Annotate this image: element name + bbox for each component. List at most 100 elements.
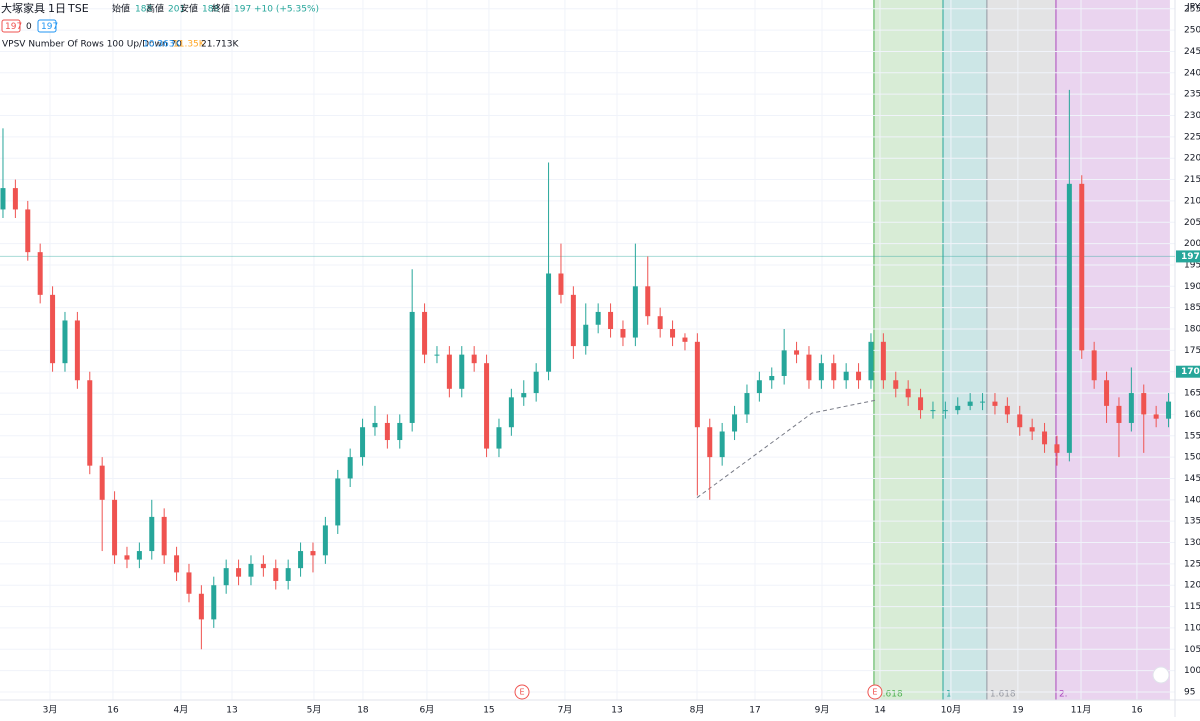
candle-body xyxy=(1104,380,1110,406)
candle-body xyxy=(1153,414,1159,419)
fib-label: 1.618 xyxy=(990,690,1016,700)
header-text: 201 xyxy=(168,5,185,15)
candle-body xyxy=(471,354,477,364)
header-text: 高値 xyxy=(146,3,164,15)
y-tick-label: 220 xyxy=(1184,154,1200,164)
candle-body xyxy=(918,397,924,411)
candle-body xyxy=(1128,393,1134,423)
candle-body xyxy=(769,375,775,381)
y-tick-label: 125 xyxy=(1184,559,1200,569)
candle-body xyxy=(161,516,167,556)
y-tick-label: 250 xyxy=(1184,26,1200,36)
y-tick-label: 205 xyxy=(1184,218,1200,228)
candle-body xyxy=(298,551,304,569)
x-tick-label: 6月 xyxy=(420,705,435,716)
candle-body xyxy=(533,371,539,394)
currency: JPY xyxy=(1186,3,1200,13)
y-tick-label: 95 xyxy=(1184,687,1195,697)
candle-body xyxy=(868,341,874,381)
y-tick-label: 130 xyxy=(1184,538,1200,548)
candle-body xyxy=(112,499,118,556)
candle-body xyxy=(211,585,217,620)
candle-body xyxy=(732,414,738,432)
candle-body xyxy=(434,354,440,356)
candle-body xyxy=(223,568,229,586)
x-tick-label: 3月 xyxy=(43,705,58,716)
candle-body xyxy=(397,422,403,441)
event-label: E xyxy=(519,688,524,697)
candle-body xyxy=(198,593,204,620)
candle-body xyxy=(558,273,564,295)
candle-body xyxy=(186,572,192,594)
candle-body xyxy=(1166,401,1172,419)
y-tick-label: 115 xyxy=(1184,602,1200,612)
candle-body xyxy=(843,371,849,381)
candle-body xyxy=(670,329,676,338)
y-tick-label: 150 xyxy=(1184,453,1200,463)
candle-body xyxy=(1029,427,1035,432)
indicator-name: VPSV Number Of Rows 100 Up/Down 70 xyxy=(2,40,182,50)
badge: 0 xyxy=(26,22,32,32)
candle-body xyxy=(1042,431,1048,445)
candle-body xyxy=(942,410,948,412)
candle-body xyxy=(74,320,80,381)
candle-body xyxy=(595,311,601,325)
header-text: TSE xyxy=(67,2,89,15)
badge: 197 xyxy=(5,22,22,32)
event-label: E xyxy=(872,688,877,697)
price-badge-label: 170 xyxy=(1181,367,1200,377)
indicator-total: 21.713K xyxy=(201,40,239,50)
header-text: 188 xyxy=(202,5,219,15)
trend-line xyxy=(696,399,876,499)
candle-body xyxy=(880,341,886,381)
x-tick-label: 15 xyxy=(483,706,494,716)
y-tick-label: 210 xyxy=(1184,196,1200,206)
y-tick-label: 110 xyxy=(1184,623,1200,633)
candle-body xyxy=(1017,414,1023,428)
candle-body xyxy=(546,273,552,372)
candle-body xyxy=(1079,183,1085,351)
y-tick-label: 255 xyxy=(1184,4,1200,14)
candle-body xyxy=(744,393,750,415)
x-tick-label: 10月 xyxy=(941,705,961,716)
candle-body xyxy=(322,525,328,556)
y-tick-label: 215 xyxy=(1184,175,1200,185)
candle-body xyxy=(856,371,862,381)
price-badge xyxy=(1176,250,1200,263)
y-tick-label: 180 xyxy=(1184,325,1200,335)
candle-body xyxy=(260,563,266,569)
y-tick-label: 225 xyxy=(1184,132,1200,142)
candle-body xyxy=(1091,350,1097,381)
candle-body xyxy=(484,363,490,449)
y-tick-label: 145 xyxy=(1184,474,1200,484)
x-tick-label: 18 xyxy=(357,706,369,716)
fib-label: 2. xyxy=(1059,690,1068,700)
x-tick-label: 16 xyxy=(1131,706,1143,716)
candle-body xyxy=(372,422,378,428)
y-tick-label: 100 xyxy=(1184,666,1200,676)
y-tick-label: 135 xyxy=(1184,517,1200,527)
candle-body xyxy=(37,252,43,295)
scroll-button xyxy=(1152,666,1170,684)
y-tick-label: 175 xyxy=(1184,346,1200,356)
y-tick-label: 235 xyxy=(1184,90,1200,100)
header-text: 始値 xyxy=(112,3,130,15)
y-tick-label: 190 xyxy=(1184,282,1200,292)
candle-body xyxy=(1054,444,1060,453)
y-tick-label: 200 xyxy=(1184,239,1200,249)
price-badge-label: 197 xyxy=(1181,252,1200,262)
y-tick-label: 160 xyxy=(1184,410,1200,420)
y-tick-label: 245 xyxy=(1184,47,1200,57)
candle-body xyxy=(794,350,800,355)
candle-body xyxy=(521,393,527,398)
candle-body xyxy=(632,286,638,338)
candle-body xyxy=(930,410,936,412)
indicator-down: 11.35K xyxy=(173,40,206,50)
candle-body xyxy=(310,551,316,556)
x-tick-label: 14 xyxy=(874,706,886,716)
candle-body xyxy=(992,401,998,406)
badge-box xyxy=(37,19,57,33)
candle-body xyxy=(508,397,514,428)
